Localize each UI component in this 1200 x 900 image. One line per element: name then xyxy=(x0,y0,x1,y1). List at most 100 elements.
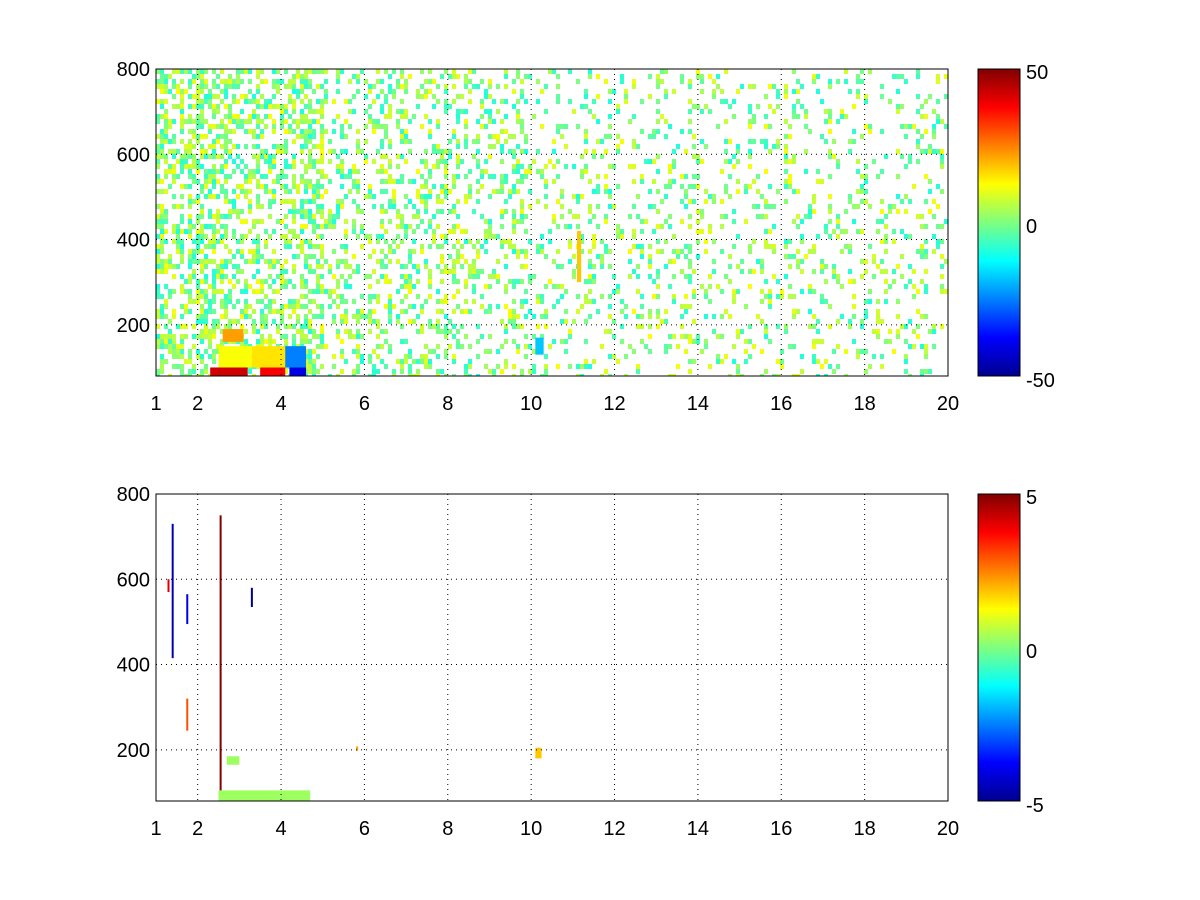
heatmap-cell xyxy=(176,84,180,89)
heatmap-cell xyxy=(164,259,168,264)
heatmap-cell xyxy=(716,84,720,89)
heatmap-cell xyxy=(760,289,764,294)
heatmap-cell xyxy=(520,209,524,214)
heatmap-cell xyxy=(240,324,244,329)
heatmap-cell xyxy=(320,344,324,349)
heatmap-cell xyxy=(556,94,560,99)
heatmap-cell xyxy=(160,69,164,74)
heatmap-cell xyxy=(404,339,408,344)
heatmap-cell xyxy=(688,259,692,264)
heatmap-cell xyxy=(924,149,928,154)
heatmap-cell xyxy=(160,79,164,84)
heatmap-cell xyxy=(224,94,228,99)
heatmap-cell xyxy=(588,209,592,214)
heatmap-cell xyxy=(384,229,388,234)
heatmap-cell xyxy=(196,194,200,199)
heatmap-cell xyxy=(300,79,304,84)
heatmap-cell xyxy=(224,84,228,89)
heatmap-cell xyxy=(188,374,192,376)
heatmap-cell xyxy=(456,139,460,144)
heatmap-cell xyxy=(192,74,196,79)
heatmap-cell xyxy=(248,304,252,309)
heatmap-cell xyxy=(312,184,316,189)
heatmap-cell xyxy=(460,244,464,249)
heatmap-cell xyxy=(408,304,412,309)
heatmap-cell xyxy=(688,184,692,189)
heatmap-cell xyxy=(208,299,212,304)
heatmap-cell xyxy=(544,204,548,209)
heatmap-cell xyxy=(736,334,740,339)
heatmap-cell xyxy=(500,144,504,149)
heatmap-cell xyxy=(760,259,764,264)
heatmap-cell xyxy=(440,329,444,334)
heatmap-cell xyxy=(820,299,824,304)
heatmap-cell xyxy=(220,264,224,269)
heatmap-cell xyxy=(396,84,400,89)
heatmap-cell xyxy=(256,134,260,139)
heatmap-cell xyxy=(556,299,560,304)
heatmap-cell xyxy=(852,104,856,109)
heatmap-cell xyxy=(872,329,876,334)
heatmap-cell xyxy=(648,94,652,99)
heatmap-cell xyxy=(740,269,744,274)
heatmap-cell xyxy=(180,99,184,104)
heatmap-cell xyxy=(232,304,236,309)
heatmap-cell xyxy=(284,159,288,164)
heatmap-cell xyxy=(292,269,296,274)
heatmap-cell xyxy=(336,164,340,169)
heatmap-cell xyxy=(636,369,640,374)
heatmap-cell xyxy=(868,204,872,209)
heatmap-cell xyxy=(200,339,204,344)
heatmap-cell xyxy=(480,124,484,129)
heatmap-cell xyxy=(224,199,228,204)
heatmap-cell xyxy=(516,279,520,284)
heatmap-cell xyxy=(640,244,644,249)
heatmap-cell xyxy=(456,74,460,79)
heatmap-cell xyxy=(200,314,204,319)
heatmap-cell xyxy=(608,354,612,359)
heatmap-cell xyxy=(512,89,516,94)
heatmap-cell xyxy=(240,184,244,189)
heatmap-cell xyxy=(244,234,248,239)
heatmap-cell xyxy=(240,249,244,254)
heatmap-cell xyxy=(336,279,340,284)
heatmap-cell xyxy=(860,134,864,139)
heatmap-cell xyxy=(208,179,212,184)
heatmap-cell xyxy=(684,334,688,339)
heatmap-cell xyxy=(312,359,316,364)
heatmap-cell xyxy=(380,109,384,114)
heatmap-cell xyxy=(180,119,184,124)
heatmap-cell xyxy=(160,359,164,364)
heatmap-cell xyxy=(192,79,196,84)
heatmap-cell xyxy=(592,234,596,239)
heatmap-cell xyxy=(172,194,176,199)
heatmap-cell xyxy=(204,324,208,329)
heatmap-cell xyxy=(224,144,228,149)
heatmap-cell xyxy=(372,84,376,89)
heatmap-cell xyxy=(420,69,424,74)
heatmap-cell xyxy=(164,299,168,304)
heatmap-cell xyxy=(328,224,332,229)
heatmap-cell xyxy=(580,194,584,199)
heatmap-cell xyxy=(936,79,940,84)
heatmap-cell xyxy=(944,259,948,264)
heatmap-cell xyxy=(596,254,600,259)
heatmap-cell xyxy=(656,239,660,244)
heatmap-cell xyxy=(336,89,340,94)
heatmap-cell xyxy=(728,159,732,164)
heatmap-cell xyxy=(420,94,424,99)
heatmap-cell xyxy=(172,84,176,89)
heatmap-cell xyxy=(268,234,272,239)
heatmap-cell xyxy=(944,94,948,99)
heatmap-cell xyxy=(200,184,204,189)
heatmap-cell xyxy=(372,349,376,354)
heatmap-cell xyxy=(312,214,316,219)
heatmap-cell xyxy=(348,169,352,174)
heatmap-cell xyxy=(216,94,220,99)
heatmap-cell xyxy=(196,244,200,249)
heatmap-cell xyxy=(800,84,804,89)
heatmap-cell xyxy=(208,339,212,344)
heatmap-cell xyxy=(260,104,264,109)
heatmap-cell xyxy=(428,129,432,134)
heatmap-cell xyxy=(212,284,216,289)
